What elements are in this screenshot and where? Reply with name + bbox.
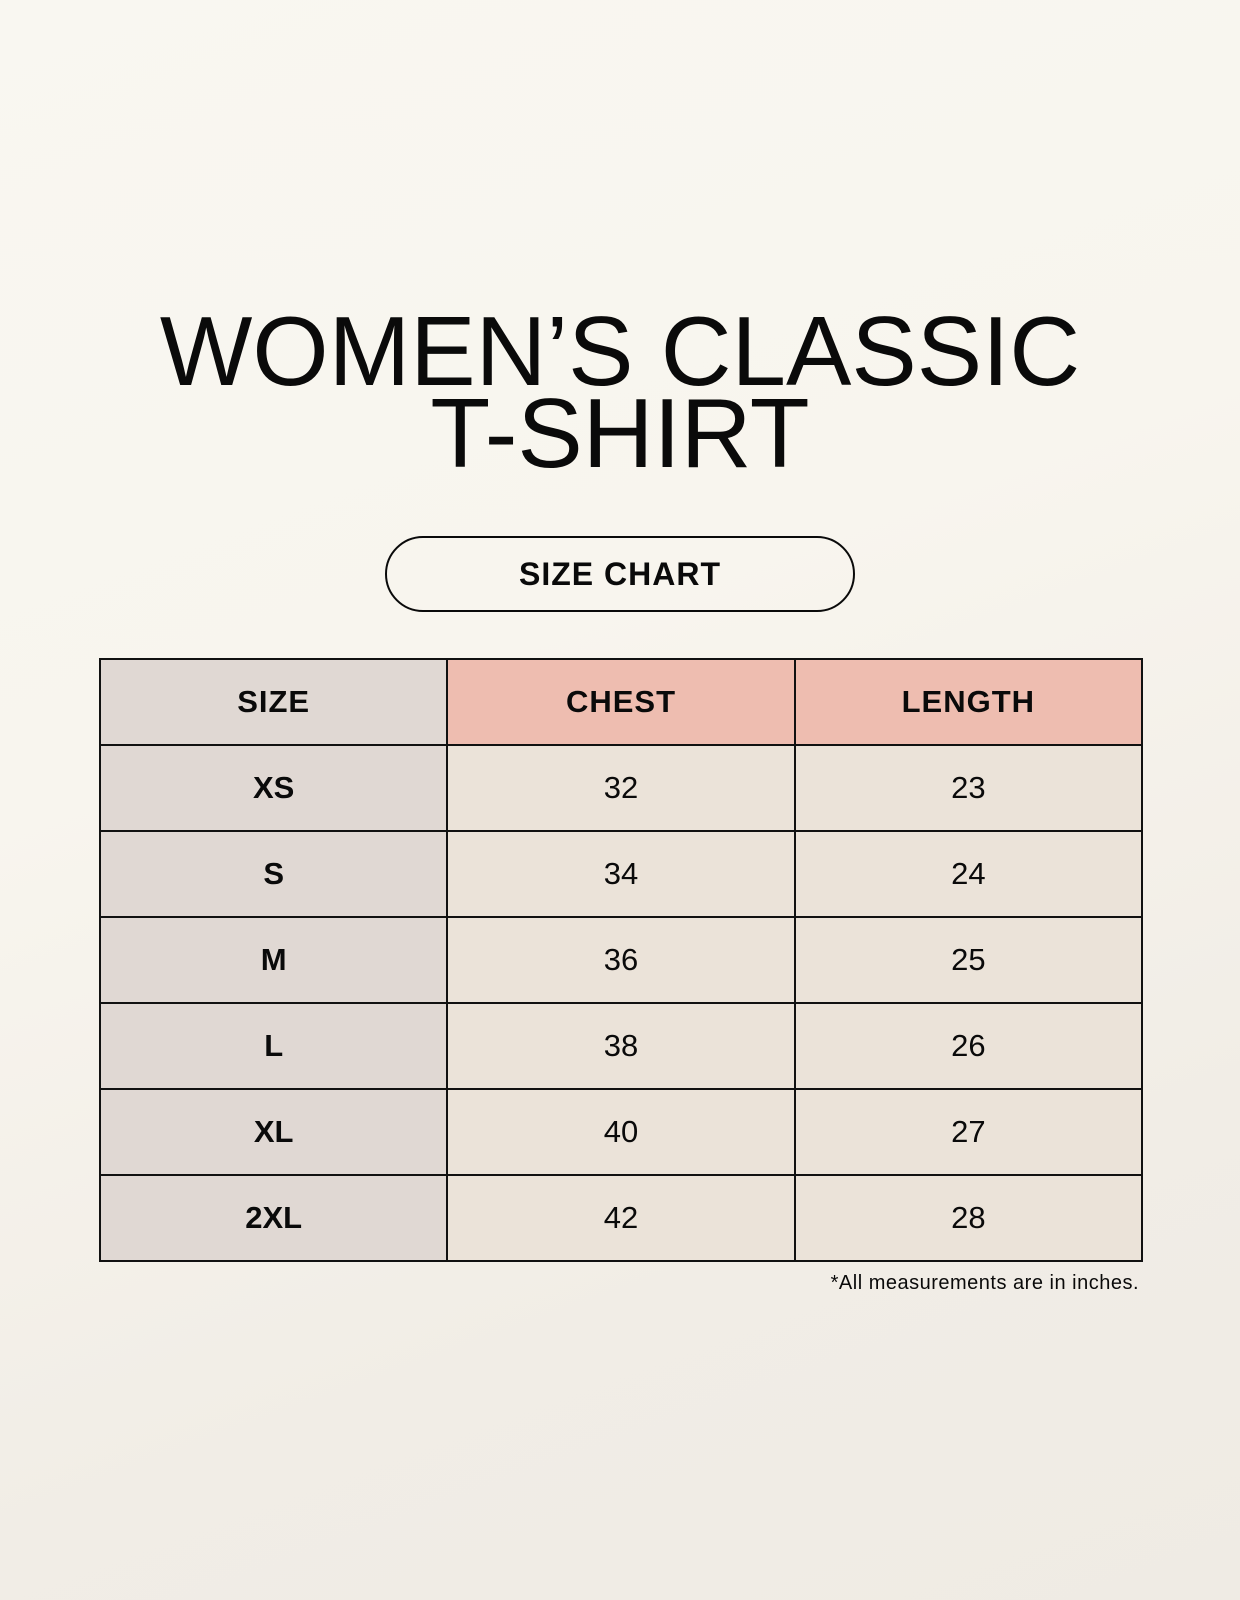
table-row: S 34 24 <box>98 830 1144 918</box>
cell-chest: 40 <box>446 1088 796 1176</box>
cell-size: L <box>98 1002 449 1090</box>
cell-length: 25 <box>793 916 1144 1004</box>
table-row: XS 32 23 <box>98 744 1144 832</box>
cell-length: 28 <box>793 1174 1144 1262</box>
cell-length: 27 <box>793 1088 1144 1176</box>
header-size: SIZE <box>98 658 449 746</box>
cell-chest: 38 <box>446 1002 796 1090</box>
footnote: *All measurements are in inches. <box>830 1272 1139 1294</box>
table-row: 2XL 42 28 <box>98 1174 1144 1262</box>
cell-chest: 42 <box>446 1174 796 1262</box>
cell-size: XL <box>98 1088 449 1176</box>
table-header-row: SIZE CHEST LENGTH <box>98 658 1144 746</box>
cell-size: S <box>98 830 449 918</box>
page-title: WOMEN’S CLASSIC T-SHIRT <box>0 296 1240 488</box>
cell-chest: 34 <box>446 830 796 918</box>
header-length: LENGTH <box>793 658 1144 746</box>
cell-length: 23 <box>793 744 1144 832</box>
title-line-2: T-SHIRT <box>430 378 810 488</box>
size-chart-label: SIZE CHART <box>385 536 855 612</box>
cell-length: 24 <box>793 830 1144 918</box>
table-row: M 36 25 <box>98 916 1144 1004</box>
title-line-1: WOMEN’S CLASSIC <box>159 296 1081 406</box>
cell-length: 26 <box>793 1002 1144 1090</box>
table-row: L 38 26 <box>98 1002 1144 1090</box>
cell-size: XS <box>98 744 449 832</box>
cell-chest: 36 <box>446 916 796 1004</box>
table-row: XL 40 27 <box>98 1088 1144 1176</box>
header-chest: CHEST <box>446 658 796 746</box>
cell-chest: 32 <box>446 744 796 832</box>
cell-size: 2XL <box>98 1174 449 1262</box>
cell-size: M <box>98 916 449 1004</box>
size-table: SIZE CHEST LENGTH XS 32 23 S 34 24 M 36 25 L 38 26 X… <box>98 658 1144 1262</box>
